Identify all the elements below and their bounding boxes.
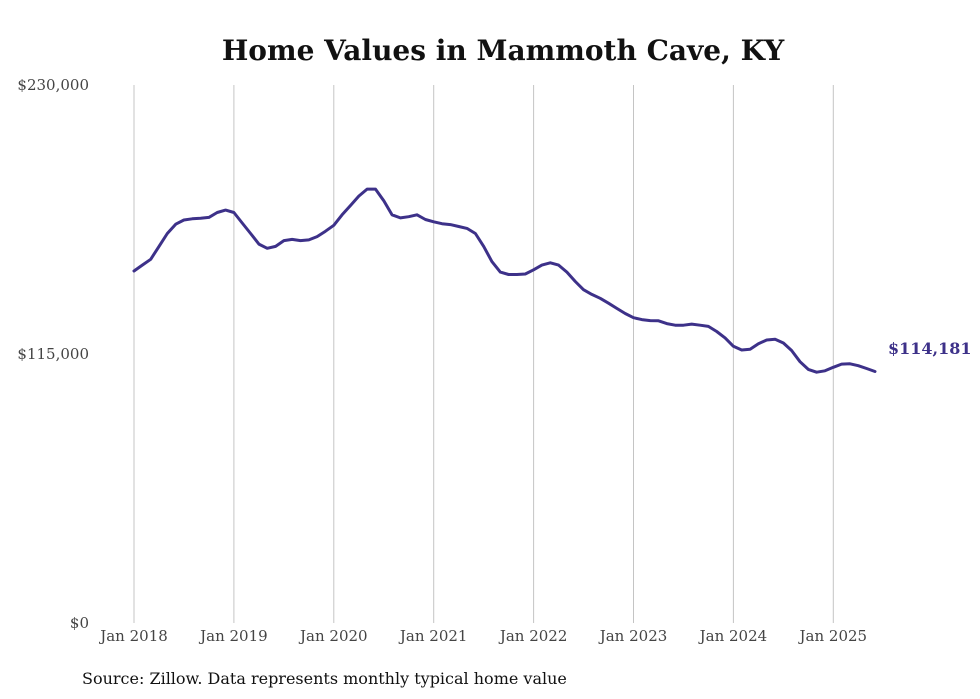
x-axis: Jan 2018 Jan 2019 Jan 2020 Jan 2021 Jan 2022…: [98, 627, 867, 645]
chart-title: Home Values in Mammoth Cave, KY: [222, 34, 785, 67]
home-value-line: [132, 187, 877, 374]
x-tick-label: Jan 2018: [98, 627, 168, 645]
source-note: Source: Zillow. Data represents monthly …: [82, 669, 567, 688]
x-tick-label: Jan 2024: [698, 627, 768, 645]
y-tick-label: $115,000: [17, 345, 89, 363]
y-tick-label: $230,000: [17, 76, 89, 94]
x-tick-label: Jan 2022: [498, 627, 568, 645]
x-tick-label: Jan 2020: [298, 627, 368, 645]
x-tick-label: Jan 2023: [598, 627, 668, 645]
x-tick-label: Jan 2025: [798, 627, 868, 645]
gridlines: [133, 85, 834, 623]
y-tick-label: $0: [70, 614, 89, 632]
x-tick-label: Jan 2019: [198, 627, 268, 645]
y-axis: $0 $115,000 $230,000: [17, 76, 89, 632]
x-tick-label: Jan 2021: [398, 627, 468, 645]
latest-value-label: $114,181: [888, 339, 972, 358]
